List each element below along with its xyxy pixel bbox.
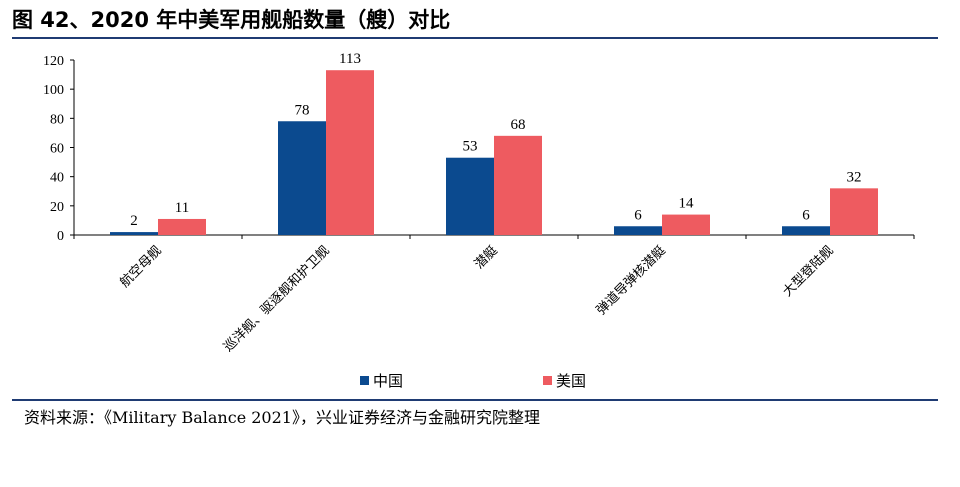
source-note: 资料来源：《Military Balance 2021》，兴业证券经济与金融研究… [24,408,540,427]
category-label: 大型登陆舰 [780,243,837,300]
data-label: 14 [679,196,695,212]
bar-usa [494,135,542,235]
y-tick-label: 20 [50,200,64,215]
category-label: 巡洋舰、驱逐舰和护卫舰 [221,243,333,355]
data-label: 78 [295,102,310,118]
data-label: 113 [339,51,361,67]
bar-usa [830,188,878,235]
data-label: 32 [847,169,862,185]
legend-label: 美国 [556,372,586,390]
legend-swatch [543,376,552,385]
source-rule [12,399,938,401]
data-label: 6 [634,207,642,223]
bar-china [446,157,494,235]
y-tick-label: 120 [43,54,64,69]
category-label: 潜艇 [472,243,501,272]
data-label: 53 [463,139,478,155]
data-label: 6 [802,207,810,223]
bar-china [110,232,158,235]
bar-china [782,226,830,235]
figure-title: 图 42、2020 年中美军用舰船数量（艘）对比 [12,8,451,32]
y-tick-label: 40 [50,171,64,186]
bar-china [614,226,662,235]
bar-usa [662,214,710,235]
bar-chart: 0 20 40 60 80 100 120 2 11 航空母舰 78 113 巡洋舰、驱逐舰和护卫舰 5… [43,51,915,390]
y-tick-label: 60 [50,142,64,157]
data-label: 68 [511,117,526,133]
data-label: 2 [130,213,138,229]
bar-china [278,121,326,235]
legend-label: 中国 [373,372,403,390]
title-rule [12,37,938,39]
legend: 中国 美国 [360,372,586,390]
y-tick-label: 0 [57,229,64,244]
legend-swatch [360,376,369,385]
bars-layer [110,70,878,235]
y-tick-label: 80 [50,112,64,127]
bar-usa [326,70,374,235]
data-label: 11 [175,200,189,216]
y-tick-label: 100 [43,83,64,98]
category-label: 弹道导弹核潜艇 [594,243,669,318]
axes-layer: 0 20 40 60 80 100 120 [43,54,915,244]
bar-usa [158,218,206,235]
category-label: 航空母舰 [117,243,165,291]
